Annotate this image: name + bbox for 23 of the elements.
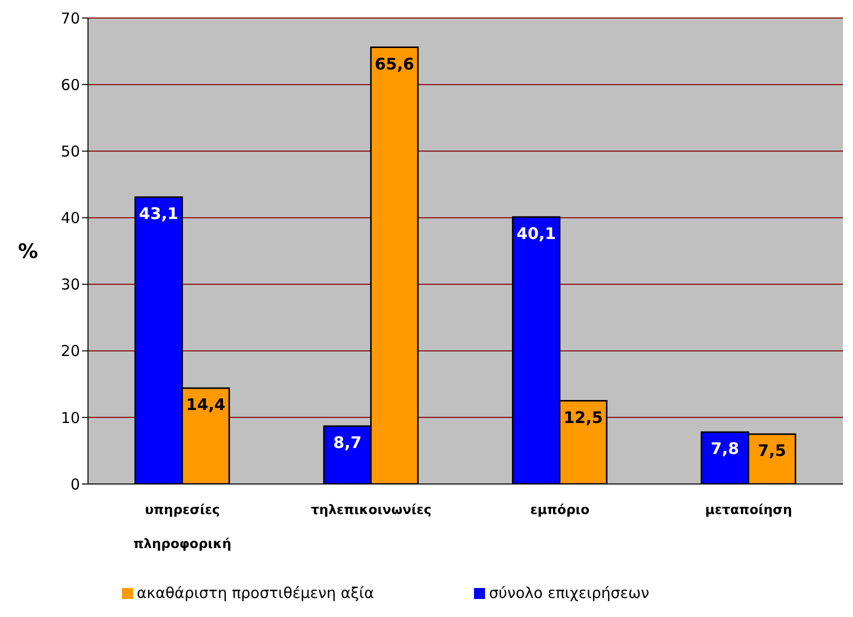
y-tick-label: 0 [70, 475, 80, 494]
data-label: 43,1 [138, 204, 178, 224]
x-tick-label: τηλεπικοινωνίες [310, 503, 432, 518]
y-tick-label: 30 [60, 276, 80, 294]
y-tick-label: 10 [60, 408, 80, 427]
legend-label: σύνολο επιχειρήσεων [489, 584, 650, 602]
y-tick-label: 40 [60, 209, 80, 228]
y-tick-label: 70 [60, 9, 80, 28]
data-label: 8,7 [333, 433, 362, 452]
data-label: 14,4 [186, 395, 226, 414]
x-tick-label: μεταποίηση [705, 503, 792, 518]
data-label: 40,1 [516, 224, 556, 244]
data-label: 7,8 [710, 439, 740, 458]
y-tick-label: 60 [60, 76, 80, 94]
y-tick-label: 20 [60, 342, 80, 360]
legend-label: ακαθάριστη προστιθέμενη αξία [136, 584, 374, 602]
x-tick-label: εμπόριο [530, 503, 590, 518]
data-label: 12,5 [563, 408, 603, 427]
data-label: 65,6 [374, 54, 414, 74]
y-axis-title: % [18, 239, 38, 264]
data-label: 7,5 [758, 441, 786, 460]
category-label: υπηρεσίες πληροφορική [133, 503, 232, 552]
y-tick-label: 50 [60, 142, 80, 160]
